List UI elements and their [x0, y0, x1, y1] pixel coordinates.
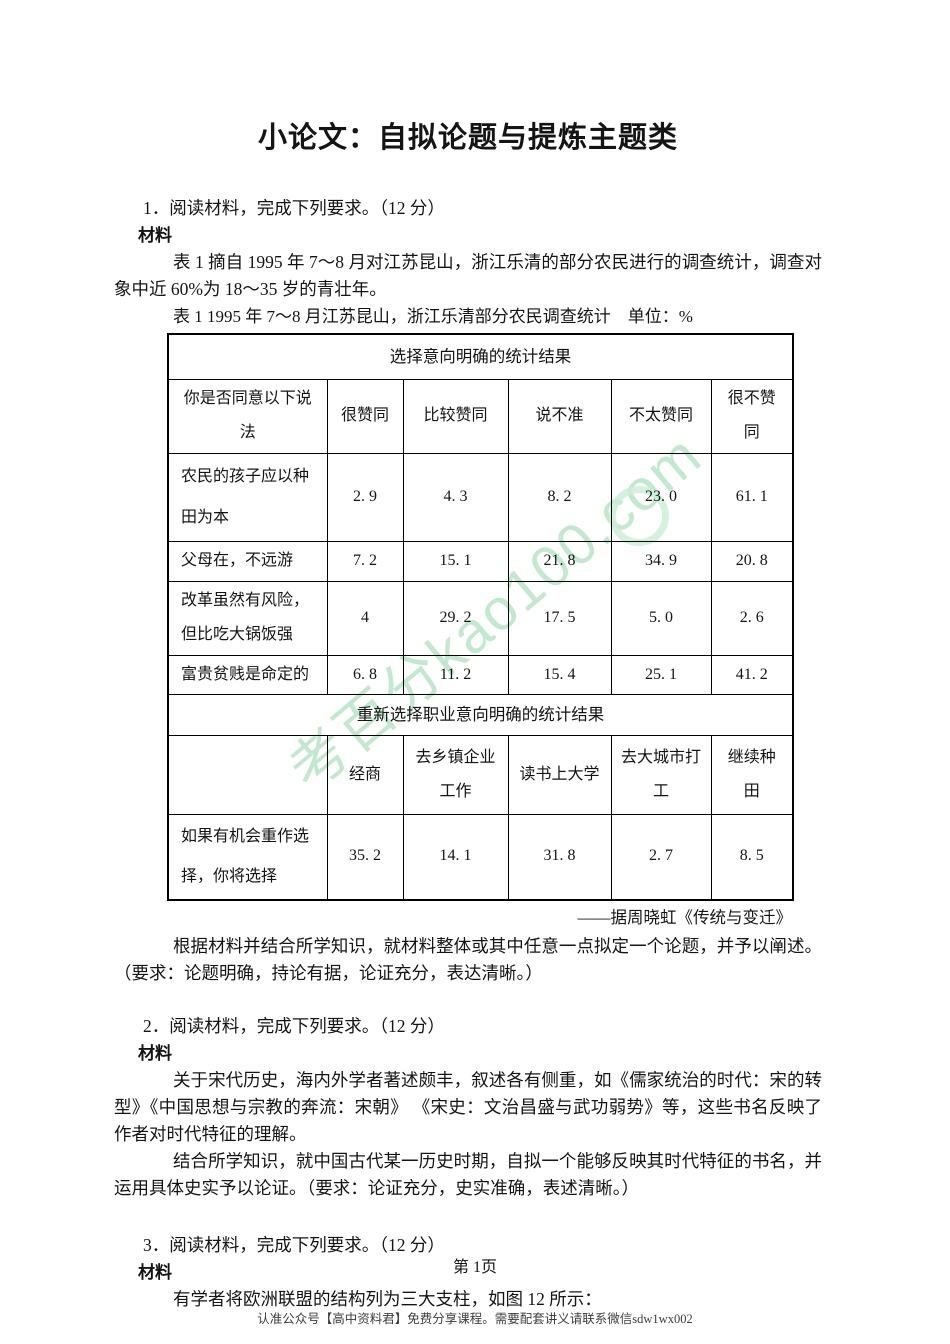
row-label: 改革虽然有风险，但比吃大锅饭强	[167, 580, 328, 656]
column-header: 去乡镇企业工作	[402, 734, 509, 815]
table-row: 改革虽然有风险，但比吃大锅饭强 4 29. 2 17. 5 5. 0 2. 6	[167, 580, 794, 656]
cell-value: 17. 5	[507, 580, 612, 656]
cell-value: 7. 2	[326, 540, 404, 582]
column-header: 去大城市打工	[610, 734, 712, 815]
cell-value: 5. 0	[610, 580, 712, 656]
table-row: 你是否同意以下说法 很赞同 比较赞同 说不准 不太赞同 很不赞同	[167, 379, 794, 454]
table-row: 富贵贫贱是命定的 6. 8 11. 2 15. 4 25. 1 41. 2	[167, 654, 794, 696]
cell-value: 4	[326, 580, 404, 656]
table-row: 重新选择职业意向明确的统计结果	[167, 694, 794, 736]
table-section-2-title: 重新选择职业意向明确的统计结果	[167, 694, 794, 736]
cell-value: 20. 8	[710, 540, 794, 582]
column-header: 继续种田	[710, 734, 794, 815]
cell-value: 34. 9	[610, 540, 712, 582]
cell-value: 15. 1	[402, 540, 509, 582]
cell-value: 11. 2	[402, 654, 509, 696]
cell-value: 23. 0	[610, 452, 712, 542]
column-header: 经商	[326, 734, 404, 815]
column-header: 比较赞同	[402, 379, 509, 454]
row-label: 农民的孩子应以种田为本	[167, 452, 328, 542]
survey-table: 选择意向明确的统计结果 你是否同意以下说法 很赞同 比较赞同 说不准 不太赞同 …	[167, 333, 795, 901]
question-2: 2．阅读材料，完成下列要求。（12 分） 材料 关于宋代历史，海内外学者著述颇丰…	[114, 1013, 822, 1202]
cell-value: 61. 1	[710, 452, 794, 542]
cell-value: 41. 2	[710, 654, 794, 696]
question-1-task-paragraph: 根据材料并结合所学知识，就材料整体或其中任意一点拟定一个论题，并予以阐述。（要求…	[114, 935, 822, 983]
table-row: 农民的孩子应以种田为本 2. 9 4. 3 8. 2 23. 0 61. 1	[167, 452, 794, 542]
question-3: 3．阅读材料，完成下列要求。（12 分） 材料 有学者将欧洲联盟的结构列为三大支…	[114, 1232, 822, 1313]
page-title: 小论文：自拟论题与提炼主题类	[257, 122, 678, 154]
question-1-heading: 1．阅读材料，完成下列要求。（12 分）	[143, 198, 445, 218]
question-2-task-paragraph: 结合所学知识，就中国古代某一历史时期，自拟一个能够反映其时代特征的书名，并运用具…	[114, 1150, 822, 1198]
column-header: 说不准	[507, 379, 612, 454]
cell-value: 4. 3	[402, 452, 509, 542]
column-header: 读书上大学	[507, 734, 612, 815]
question-3-material-paragraph: 有学者将欧洲联盟的结构列为三大支柱，如图 12 所示：	[173, 1288, 602, 1309]
cell-value: 2. 9	[326, 452, 404, 542]
row-label: 如果有机会重作选择，你将选择	[167, 813, 328, 901]
cell-value: 14. 1	[402, 813, 509, 901]
table-row: 父母在，不远游 7. 2 15. 1 21. 8 34. 9 20. 8	[167, 540, 794, 582]
table-caption: 表 1 1995 年 7～8 月江苏昆山，浙江乐清部分农民调查统计 单位：%	[173, 307, 693, 326]
question-2-heading: 2．阅读材料，完成下列要求。（12 分）	[143, 1015, 445, 1036]
column-header-empty	[167, 734, 328, 815]
cell-value: 2. 6	[710, 580, 794, 656]
row-label: 富贵贫贱是命定的	[167, 654, 328, 696]
cell-value: 8. 2	[507, 452, 612, 542]
cell-value: 2. 7	[610, 813, 712, 901]
row-label: 父母在，不远游	[167, 540, 328, 582]
question-3-material-label: 材料	[138, 1262, 172, 1282]
column-header: 很不赞同	[710, 379, 794, 454]
question-1-intro-paragraph: 表 1 摘自 1995 年 7～8 月对江苏昆山，浙江乐清的部分农民进行的调查统…	[114, 252, 822, 299]
table-section-1-title: 选择意向明确的统计结果	[167, 333, 794, 380]
cell-value: 8. 5	[710, 813, 794, 901]
question-2-material-paragraph: 关于宋代历史，海内外学者著述颇丰，叙述各有侧重，如《儒家统治的时代：宋的转型》《…	[114, 1069, 822, 1144]
question-1: 1．阅读材料，完成下列要求。（12 分） 材料 表 1 摘自 1995 年 7～…	[114, 195, 822, 987]
column-header: 你是否同意以下说法	[167, 379, 328, 454]
footer-note: 认准公众号【高中资料君】免费分享课程。需要配套讲义请联系微信sdw1wx002	[257, 1312, 693, 1326]
cell-value: 21. 8	[507, 540, 612, 582]
column-header: 很赞同	[326, 379, 404, 454]
cell-value: 35. 2	[326, 813, 404, 901]
question-1-material-label: 材料	[138, 226, 172, 245]
table-row: 如果有机会重作选择，你将选择 35. 2 14. 1 31. 8 2. 7 8.…	[167, 813, 794, 901]
source-attribution: ——据周晓虹《传统与变迁》	[577, 907, 793, 927]
page-number: 第 1页	[452, 1259, 497, 1276]
question-2-material-label: 材料	[138, 1043, 172, 1063]
table-row: 经商 去乡镇企业工作 读书上大学 去大城市打工 继续种田	[167, 734, 794, 815]
column-header: 不太赞同	[610, 379, 712, 454]
cell-value: 25. 1	[610, 654, 712, 696]
question-3-heading: 3．阅读材料，完成下列要求。（12 分）	[143, 1234, 445, 1255]
cell-value: 31. 8	[507, 813, 612, 901]
cell-value: 15. 4	[507, 654, 612, 696]
table-row: 选择意向明确的统计结果	[167, 333, 794, 380]
page-content: 小论文：自拟论题与提炼主题类 1．阅读材料，完成下列要求。（12 分） 材料 表…	[114, 122, 822, 1313]
cell-value: 29. 2	[402, 580, 509, 656]
cell-value: 6. 8	[326, 654, 404, 696]
